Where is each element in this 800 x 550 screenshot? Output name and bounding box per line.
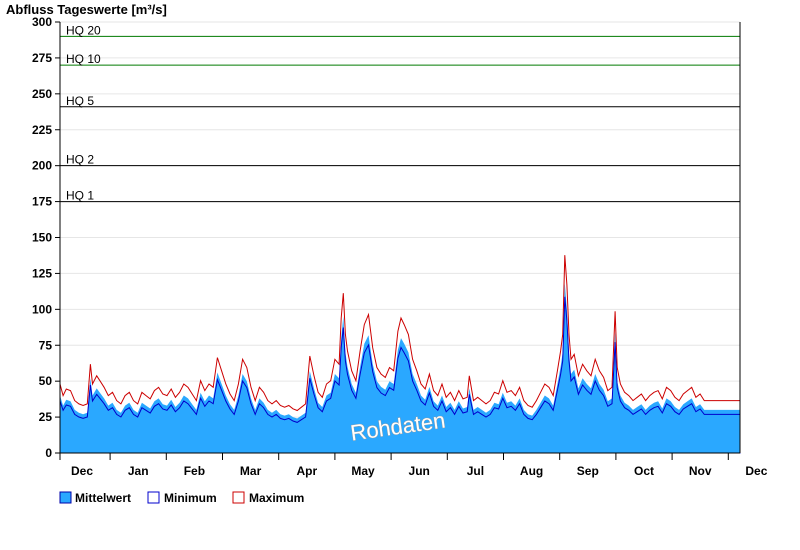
legend-label-maximum: Maximum <box>249 491 304 505</box>
legend-swatch-minimum <box>147 491 160 504</box>
chart-title: Abfluss Tageswerte [m³/s] <box>6 2 167 17</box>
y-axis-ticks: 0 25 50 75 100 125 150 175 200 225 250 275 300 <box>32 15 60 460</box>
y-tick-label: 150 <box>32 231 52 245</box>
x-axis-months: Dec Jan Feb Mar Apr May Jun Jul Aug Sep Oct Nov Dec <box>59 453 768 478</box>
x-month-label: Jul <box>467 464 484 478</box>
series-areas <box>59 255 741 454</box>
threshold-label: HQ 10 <box>66 52 101 66</box>
y-tick-label: 25 <box>39 410 53 424</box>
x-month-label: Oct <box>634 464 654 478</box>
legend-swatch-maximum <box>232 491 245 504</box>
x-month-label: Feb <box>184 464 205 478</box>
threshold-label: HQ 2 <box>66 153 94 167</box>
x-month-label: Aug <box>520 464 543 478</box>
threshold-label: HQ 20 <box>66 23 101 37</box>
y-tick-label: 50 <box>39 374 53 388</box>
series-minimum <box>59 296 741 454</box>
threshold-label: HQ 1 <box>66 189 94 203</box>
x-month-label: Sep <box>577 464 599 478</box>
legend: Mittelwert Minimum Maximum <box>59 491 304 505</box>
y-tick-label: 225 <box>32 123 52 137</box>
x-month-label: Nov <box>689 464 712 478</box>
y-tick-label: 275 <box>32 51 52 65</box>
x-month-label: May <box>351 464 375 478</box>
series-mittelwert <box>60 283 740 453</box>
legend-label-minimum: Minimum <box>164 491 217 505</box>
legend-label-mittelwert: Mittelwert <box>75 491 131 505</box>
threshold-lines: HQ 20 HQ 10 HQ 5 HQ 2 HQ 1 <box>60 23 740 203</box>
y-tick-label: 125 <box>32 266 52 280</box>
x-month-label: Mar <box>240 464 262 478</box>
grid <box>60 21 740 454</box>
y-tick-label: 175 <box>32 195 52 209</box>
y-tick-label: 200 <box>32 159 52 173</box>
y-tick-label: 100 <box>32 302 52 316</box>
x-month-label: Dec <box>71 464 93 478</box>
y-tick-label: 75 <box>39 338 53 352</box>
y-tick-label: 300 <box>32 15 52 29</box>
x-month-label: Dec <box>745 464 767 478</box>
legend-swatch-mittelwert <box>59 491 72 504</box>
threshold-label: HQ 5 <box>66 94 94 108</box>
x-month-label: Jun <box>409 464 430 478</box>
x-month-label: Jan <box>128 464 149 478</box>
y-tick-label: 0 <box>45 446 52 460</box>
x-month-label: Apr <box>296 464 317 478</box>
series-maximum <box>59 255 741 454</box>
y-tick-label: 250 <box>32 87 52 101</box>
